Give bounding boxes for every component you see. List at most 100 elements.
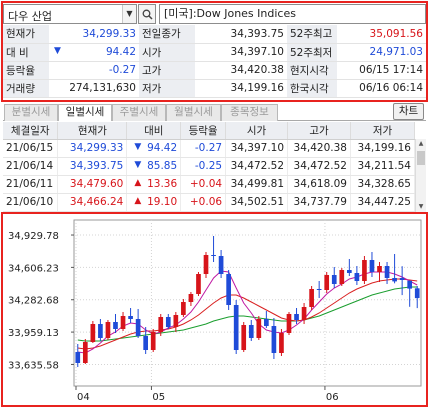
cell-high-text: 34,420.38 xyxy=(293,142,347,154)
quote-value-text: 06/15 17:14 xyxy=(359,64,423,76)
cell-high: 34,472.52 xyxy=(287,157,351,176)
cell-change-text: 94.42 xyxy=(147,142,178,154)
quote-value-text: 34,420.38 xyxy=(230,64,284,76)
chevron-down-icon[interactable]: ▼ xyxy=(122,5,136,23)
column-header-date[interactable]: 체결일자 xyxy=(3,122,59,140)
scroll-up-icon[interactable]: ▲ xyxy=(418,140,424,147)
quote-value: -0.27 xyxy=(49,61,139,80)
candle-body xyxy=(399,278,405,280)
column-header-rate[interactable]: 등락율 xyxy=(180,122,227,140)
table-row[interactable]: 21/06/15 34,299.33 ▼ 94.42 -0.27 34,397.10 34,… xyxy=(3,139,416,158)
quote-value-text: 34,199.16 xyxy=(230,82,284,94)
ma-long-line xyxy=(77,286,418,342)
candle-body xyxy=(309,289,314,307)
quote-value-text: 34,397.10 xyxy=(230,46,284,58)
x-tick-label: 05 xyxy=(152,392,165,403)
cell-high: 34,737.79 xyxy=(287,193,351,212)
quote-label-text: 52주최저 xyxy=(290,46,333,59)
cell-rate: -0.25 xyxy=(180,157,227,176)
table-row[interactable]: 21/06/10 34,466.24 ▲ 19.10 +0.06 34,502.51 34,… xyxy=(3,193,416,212)
column-header-open[interactable]: 시가 xyxy=(225,122,289,140)
candle-body xyxy=(384,266,390,278)
cell-open-text: 34,502.51 xyxy=(230,196,285,208)
candle-body xyxy=(75,352,81,363)
tab-minute[interactable]: 분별시세 xyxy=(4,104,58,121)
quote-row: 대 비 ▼ 94.42 시가 34,397.10 52주최저 24,971.03 xyxy=(3,43,426,62)
quote-label-text: 현재가 xyxy=(6,28,35,41)
candle-body xyxy=(414,288,420,299)
cell-rate-text: +0.06 xyxy=(189,196,223,208)
candle-body xyxy=(271,326,277,353)
quote-label: 한국시각 xyxy=(287,79,337,98)
quote-label-text: 거래량 xyxy=(6,82,35,95)
candle-body xyxy=(165,317,171,327)
candle-body xyxy=(316,289,322,290)
up-arrow-icon: ▲ xyxy=(134,196,142,206)
cell-date: 21/06/11 xyxy=(3,175,59,194)
candle-body xyxy=(226,274,231,305)
candle-body xyxy=(362,260,367,281)
candle-body xyxy=(301,307,307,320)
quote-value: 34,420.38 xyxy=(195,61,287,80)
quote-value: 06/15 17:14 xyxy=(337,61,426,80)
cell-date: 21/06/10 xyxy=(3,193,59,212)
scroll-thumb[interactable] xyxy=(417,151,425,165)
cell-price: 34,393.75 xyxy=(57,157,128,176)
candle-body xyxy=(248,325,254,338)
cell-date-text: 21/06/15 xyxy=(6,142,54,154)
ma-mid-line xyxy=(77,278,418,350)
tab-weekly[interactable]: 주별시세 xyxy=(112,104,166,121)
cell-open: 34,502.51 xyxy=(225,193,289,212)
market-select[interactable]: 다우 산업 ▼ xyxy=(3,4,137,24)
quote-label-text: 52주최고 xyxy=(290,28,333,41)
down-arrow-icon: ▼ xyxy=(134,142,142,152)
history-scrollbar[interactable]: ▲ ▼ xyxy=(415,139,426,212)
cell-rate: +0.06 xyxy=(180,193,227,212)
tab-monthly[interactable]: 월별시세 xyxy=(166,104,221,121)
cell-high: 34,618.09 xyxy=(287,175,351,194)
tab-daily[interactable]: 일별시세 xyxy=(58,104,112,121)
ma-short-line xyxy=(77,270,418,354)
quote-table: 현재가 34,299.33 전일종가 34,393.75 52주최고 35,091.56 대… xyxy=(3,25,426,98)
quote-label: 고가 xyxy=(139,61,195,80)
candle-body xyxy=(279,333,284,353)
cell-date: 21/06/15 xyxy=(3,139,59,158)
table-row[interactable]: 21/06/14 34,393.75 ▼ 85.85 -0.25 34,472.52 34,… xyxy=(3,157,416,176)
quote-value: 274,131,630 xyxy=(49,79,139,98)
quote-label: 등락율 xyxy=(3,61,49,80)
cell-low-text: 34,211.54 xyxy=(357,160,411,172)
quote-label: 현재가 xyxy=(3,25,49,44)
cell-open: 34,397.10 xyxy=(225,139,289,158)
y-tick-label: 34,282.68 xyxy=(8,296,59,307)
price-chart[interactable]: 34,929.78 34,606.23 34,282.68 33,959.13 33,6… xyxy=(2,214,427,406)
candle-body xyxy=(203,255,209,274)
tab-stock-info[interactable]: 종목정보 xyxy=(221,104,278,121)
quote-value-text: 274,131,630 xyxy=(69,82,136,94)
candle-body xyxy=(113,322,118,329)
cell-high-text: 34,472.52 xyxy=(293,160,347,172)
quote-value: 24,971.03 xyxy=(337,43,426,62)
table-row[interactable]: 21/06/11 34,479.60 ▲ 13.36 +0.04 34,499.81 34,… xyxy=(3,175,416,194)
up-arrow-icon: ▲ xyxy=(134,178,142,188)
column-header-high[interactable]: 고가 xyxy=(287,122,351,140)
scroll-down-icon[interactable]: ▼ xyxy=(418,203,424,210)
y-tick-label: 33,635.58 xyxy=(8,360,59,371)
cell-price: 34,466.24 xyxy=(57,193,128,212)
cell-low: 34,211.54 xyxy=(350,157,416,176)
column-header-low[interactable]: 저가 xyxy=(350,122,416,140)
quote-value-text: 94.42 xyxy=(105,46,136,58)
search-button[interactable] xyxy=(138,4,156,24)
candle-body xyxy=(143,336,149,350)
chart-button[interactable]: 차트 xyxy=(393,103,424,120)
quote-label-text: 현지시각 xyxy=(290,64,329,77)
x-tick-label: 04 xyxy=(77,392,90,403)
cell-open-text: 34,472.52 xyxy=(230,160,285,172)
cell-price: 34,479.60 xyxy=(57,175,128,194)
index-name-field[interactable]: [미국]:Dow Jones Indices xyxy=(159,4,426,24)
cell-low-text: 34,199.16 xyxy=(357,142,411,154)
quote-value-text: 35,091.56 xyxy=(369,27,423,40)
candle-body xyxy=(324,275,330,290)
cell-rate-text: +0.04 xyxy=(189,178,223,190)
column-header-price[interactable]: 현재가 xyxy=(57,122,128,140)
column-header-change[interactable]: 대비 xyxy=(126,122,182,140)
